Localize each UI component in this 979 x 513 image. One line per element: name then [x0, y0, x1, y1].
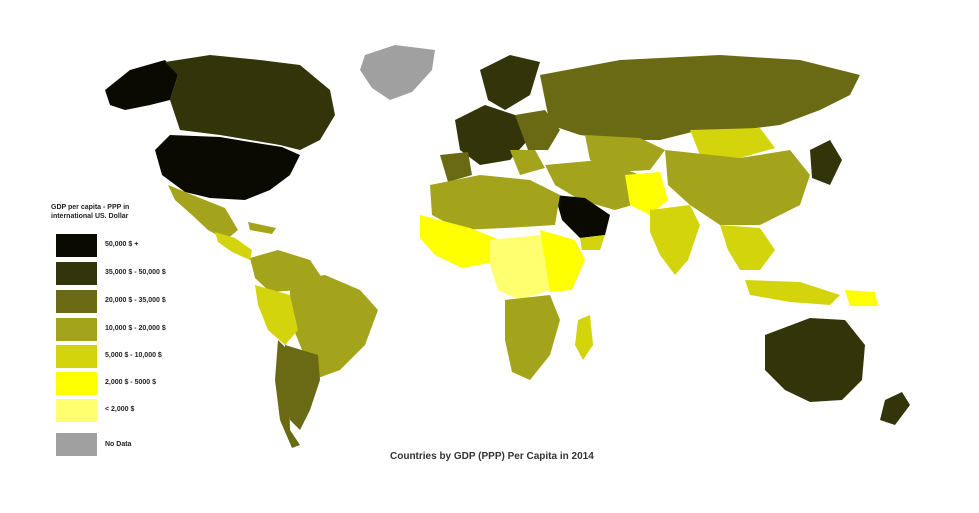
legend-title-line1: GDP per capita - PPP in — [51, 204, 130, 211]
region-canada — [165, 55, 335, 150]
legend-swatch-50000-plus — [56, 234, 97, 257]
region-india — [650, 205, 700, 275]
region-eastern-europe — [515, 110, 560, 150]
legend-label-no-data: No Data — [105, 441, 132, 448]
region-mexico — [168, 185, 238, 240]
region-china — [665, 150, 810, 225]
region-central-africa — [490, 235, 560, 300]
legend-title-line2: international US. Dollar — [51, 213, 129, 220]
region-mongolia — [690, 128, 775, 158]
region-turkey-iran — [545, 160, 650, 210]
legend-swatch-20000-35000 — [56, 290, 97, 313]
region-west-africa — [420, 215, 500, 268]
legend-swatch-no-data — [56, 433, 97, 456]
region-western-europe — [455, 105, 528, 165]
legend-label-50000-plus: 50,000 $ + — [105, 241, 139, 248]
legend-swatch-5000-10000 — [56, 345, 97, 368]
legend-swatch-under-2000 — [56, 399, 97, 422]
region-east-africa — [540, 230, 585, 292]
legend-label-under-2000: < 2,000 $ — [105, 406, 135, 413]
legend-title: GDP per capita - PPP in international US… — [51, 203, 201, 221]
region-central-america — [215, 232, 252, 260]
region-russia — [540, 55, 860, 140]
region-southeast-asia — [720, 225, 775, 270]
region-yemen — [580, 235, 605, 250]
region-argentina — [285, 345, 320, 430]
legend-swatch-35000-50000 — [56, 262, 97, 285]
region-caribbean — [248, 222, 276, 234]
region-usa — [155, 135, 300, 200]
region-new-zealand — [880, 392, 910, 425]
legend-label-10000-20000: 10,000 $ - 20,000 $ — [105, 325, 166, 332]
region-alaska — [105, 60, 178, 110]
region-greenland — [360, 45, 435, 100]
legend-label-5000-10000: 5,000 $ - 10,000 $ — [105, 352, 162, 359]
region-scandinavia — [480, 55, 540, 110]
region-papua — [845, 290, 878, 306]
region-madagascar — [575, 315, 593, 360]
region-peru-bolivia — [255, 285, 298, 345]
region-australia — [765, 318, 865, 402]
region-brazil — [290, 275, 378, 378]
legend-label-20000-35000: 20,000 $ - 35,000 $ — [105, 297, 166, 304]
map-title: Countries by GDP (PPP) Per Capita in 201… — [390, 451, 594, 462]
region-indonesia — [745, 280, 840, 305]
legend-swatch-2000-5000 — [56, 372, 97, 395]
region-southern-africa — [505, 295, 560, 380]
region-iberia — [440, 152, 472, 182]
region-north-africa — [430, 175, 560, 230]
region-korea-japan — [810, 140, 842, 185]
region-afghanistan-pakistan — [625, 172, 668, 215]
legend-label-35000-50000: 35,000 $ - 50,000 $ — [105, 269, 166, 276]
legend-label-2000-5000: 2,000 $ - 5000 $ — [105, 379, 156, 386]
region-saudi-arabia — [555, 195, 610, 238]
region-chile — [275, 340, 300, 448]
legend-swatch-10000-20000 — [56, 318, 97, 341]
region-balkans — [510, 150, 545, 175]
